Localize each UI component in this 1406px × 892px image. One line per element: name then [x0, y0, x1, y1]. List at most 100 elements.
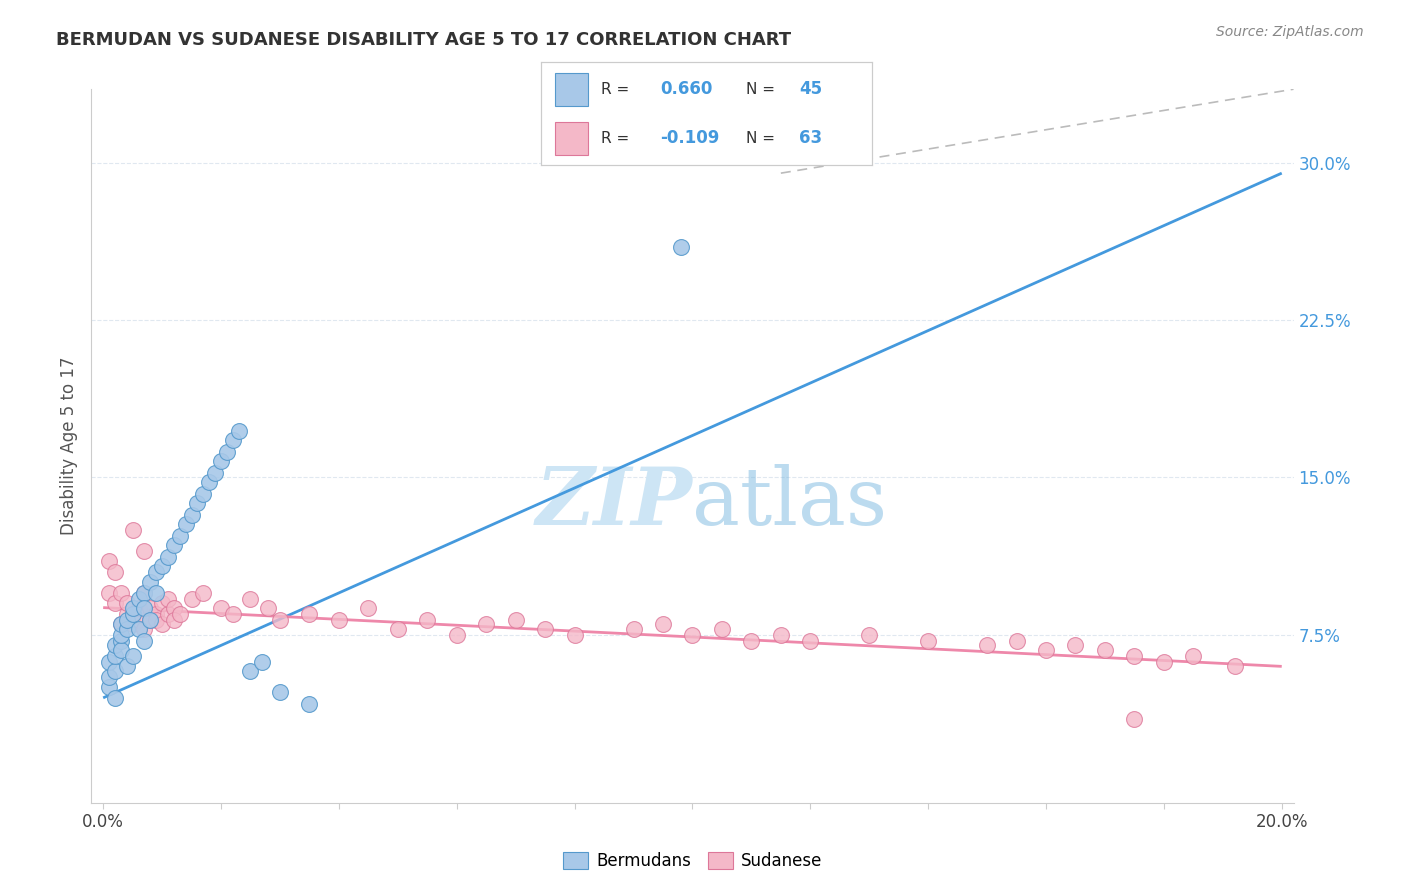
Point: [128, 600, 150, 615]
Point: [1064, 639, 1087, 653]
Point: [134, 586, 156, 600]
Point: [121, 600, 143, 615]
Point: [150, 596, 173, 610]
Point: [269, 684, 291, 698]
Point: [976, 639, 998, 653]
Point: [198, 475, 221, 489]
Point: [104, 596, 127, 610]
Text: 63: 63: [799, 129, 823, 147]
Point: [110, 617, 132, 632]
Point: [98, 655, 121, 669]
Text: ZIP: ZIP: [536, 465, 692, 541]
Point: [121, 648, 143, 663]
Point: [145, 586, 167, 600]
Point: [121, 607, 143, 621]
Point: [652, 617, 675, 632]
Point: [1223, 659, 1246, 673]
Point: [623, 622, 645, 636]
Point: [269, 613, 291, 627]
Point: [564, 628, 586, 642]
Point: [204, 467, 226, 481]
Point: [180, 508, 202, 523]
Point: [98, 670, 121, 684]
Point: [104, 648, 127, 663]
Point: [104, 664, 127, 678]
Point: [209, 453, 232, 467]
Point: [134, 600, 156, 615]
Point: [446, 628, 468, 642]
Point: [209, 600, 232, 615]
Point: [174, 516, 197, 531]
Point: [115, 659, 138, 673]
Text: Source: ZipAtlas.com: Source: ZipAtlas.com: [1216, 25, 1364, 39]
Text: R =: R =: [600, 131, 628, 146]
Point: [534, 622, 557, 636]
Text: N =: N =: [747, 81, 775, 96]
Point: [145, 607, 167, 621]
Point: [128, 622, 150, 636]
Point: [98, 681, 121, 695]
Text: atlas: atlas: [692, 464, 887, 542]
Point: [104, 690, 127, 705]
Point: [150, 558, 173, 573]
Point: [1094, 642, 1116, 657]
Point: [769, 628, 792, 642]
Point: [239, 664, 262, 678]
Point: [917, 634, 939, 648]
Point: [145, 565, 167, 579]
Legend: Bermudans, Sudanese: Bermudans, Sudanese: [555, 845, 830, 877]
Point: [139, 613, 162, 627]
Point: [104, 639, 127, 653]
Point: [134, 622, 156, 636]
Point: [799, 634, 821, 648]
Point: [681, 628, 703, 642]
Y-axis label: Disability Age 5 to 17: Disability Age 5 to 17: [60, 357, 79, 535]
Point: [110, 617, 132, 632]
Point: [180, 592, 202, 607]
Point: [163, 600, 186, 615]
Point: [145, 613, 167, 627]
Point: [156, 592, 179, 607]
Point: [98, 554, 121, 568]
Point: [298, 607, 321, 621]
Point: [121, 617, 143, 632]
Point: [128, 592, 150, 607]
Point: [169, 607, 191, 621]
Point: [1153, 655, 1175, 669]
Point: [139, 613, 162, 627]
Point: [110, 634, 132, 648]
Point: [252, 655, 274, 669]
Point: [134, 634, 156, 648]
Point: [163, 613, 186, 627]
Point: [150, 617, 173, 632]
Point: [1005, 634, 1028, 648]
Point: [710, 622, 733, 636]
Point: [222, 433, 245, 447]
Bar: [554, 73, 588, 105]
Point: [193, 586, 215, 600]
Point: [387, 622, 409, 636]
Point: [115, 613, 138, 627]
Point: [128, 613, 150, 627]
Point: [139, 575, 162, 590]
Point: [740, 634, 762, 648]
Text: R =: R =: [600, 81, 628, 96]
Point: [505, 613, 527, 627]
Text: N =: N =: [747, 131, 775, 146]
Point: [115, 622, 138, 636]
Bar: [554, 122, 588, 155]
Text: BERMUDAN VS SUDANESE DISABILITY AGE 5 TO 17 CORRELATION CHART: BERMUDAN VS SUDANESE DISABILITY AGE 5 TO…: [56, 31, 792, 49]
Text: -0.109: -0.109: [661, 129, 720, 147]
Point: [1035, 642, 1057, 657]
Point: [115, 607, 138, 621]
Point: [1123, 712, 1146, 726]
Point: [239, 592, 262, 607]
Point: [134, 586, 156, 600]
Point: [1123, 648, 1146, 663]
Point: [134, 544, 156, 558]
Point: [110, 642, 132, 657]
Point: [110, 586, 132, 600]
Point: [858, 628, 880, 642]
Point: [475, 617, 498, 632]
Point: [357, 600, 380, 615]
